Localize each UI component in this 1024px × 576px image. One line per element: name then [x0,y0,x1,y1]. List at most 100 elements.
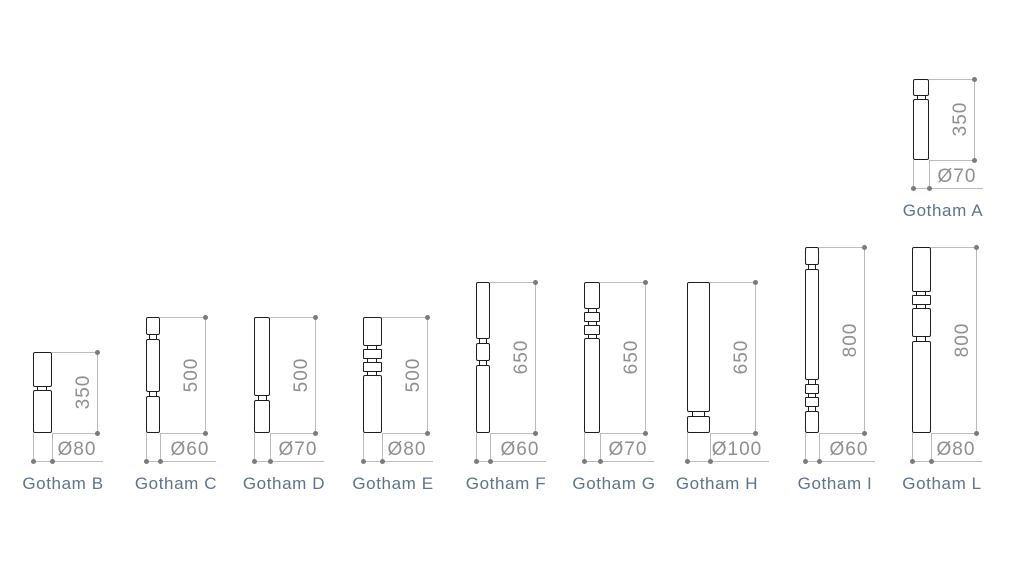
dimension-dot [910,459,915,464]
dimension-dot [532,279,538,285]
dimension-dot [972,76,978,82]
height-dimension-line [426,316,428,433]
column-segment-neck [808,393,816,397]
height-dimension-value: 500 [180,357,202,393]
dimension-dot [379,459,385,464]
height-dimension-line [645,281,647,433]
dimension-dot [49,459,55,464]
height-dimension-line [204,316,206,433]
diameter-dimension-value: Ø70 [278,439,318,460]
column-segment-block [913,98,930,160]
witness-line-right [381,433,383,461]
column-segment-block [687,281,711,412]
witness-line-left [912,433,913,461]
witness-line-left [805,433,806,461]
dimension-dot [973,245,979,250]
column-segment-neck [479,361,487,366]
diameter-dimension-line [363,461,433,462]
column-segment-block [805,268,819,380]
witness-line-bottom [929,160,975,161]
diameter-dimension-value: Ø80 [57,439,97,460]
column-segment-neck [916,305,927,308]
witness-line-bottom [489,433,535,434]
column-segment-block [146,339,160,392]
height-dimension-value: 500 [291,357,313,393]
height-dimension-line [975,247,977,433]
column-segment-disc [363,348,382,359]
diameter-dimension-line [476,461,546,462]
diameter-dimension-value: Ø70 [937,166,977,187]
dimension-dot [861,431,867,436]
column-segment-neck [692,411,705,416]
figure-label: Gotham F [465,474,547,493]
witness-line-right [930,433,932,461]
column-segment-block [912,340,931,433]
witness-line-bottom [270,433,316,434]
dimension-dot [252,459,257,464]
column-segment-block [805,247,819,266]
dimension-dot [202,431,208,436]
dimension-dot [31,459,36,464]
dimension-dot [753,431,759,436]
column-segment-block [363,374,382,433]
column-segment-neck [808,379,816,384]
witness-line-left [146,433,147,461]
diameter-dimension-line [687,461,769,462]
height-dimension-value: 650 [731,340,753,375]
column-segment-disc [584,325,601,336]
witness-line-bottom [51,433,97,434]
dimension-dot [685,459,690,464]
diameter-dimension-line [584,461,654,462]
column-segment-neck [916,337,927,341]
dimension-dot [753,279,759,285]
column-segment-block [146,395,160,433]
witness-line-left [33,433,34,461]
height-dimension-line [755,281,757,433]
witness-line-right [600,433,602,461]
witness-line-left [913,160,914,188]
column-segment-block [476,281,490,340]
diameter-dimension-line [805,461,875,462]
height-dimension-value: 500 [402,357,424,393]
dimension-dot [94,349,100,355]
figure-label: Gotham C [134,474,218,493]
height-dimension-line [974,78,976,160]
figure-label: Gotham I [797,474,873,493]
figure-label: Gotham G [572,474,656,493]
column-segment-block [912,308,931,338]
height-dimension-line [315,316,317,433]
witness-line-top [381,316,427,318]
height-dimension-line [96,351,98,433]
witness-line-right [51,433,53,461]
diameter-dimension-line [254,461,324,462]
dimension-dot [487,459,493,464]
diameter-dimension-line [913,188,983,189]
dimension-dot [816,459,822,464]
dimension-dot [474,459,479,464]
column-segment-neck [37,386,48,390]
witness-line-top [929,78,975,80]
witness-line-left [476,433,477,461]
column-segment-block [254,316,271,396]
column-segment-neck [808,265,816,269]
column-segment-neck [367,358,378,362]
dimension-dot [973,431,979,436]
dimension-dot [598,459,604,464]
figure-label: Gotham B [22,474,104,493]
column-segment-neck [257,395,267,400]
witness-line-right [818,433,820,461]
figure-label: Gotham H [675,474,759,493]
witness-line-bottom [710,433,756,434]
dimension-dot [157,459,163,464]
witness-line-right [159,433,161,461]
witness-line-top [600,281,646,283]
diameter-dimension-value: Ø80 [387,439,427,460]
figure-label: Gotham L [902,474,982,493]
column-segment-block [912,247,931,292]
height-dimension-line [863,247,865,433]
column-segment-neck [808,406,816,411]
column-segment-block [584,338,601,433]
height-dimension-value: 800 [951,322,973,358]
witness-line-left [687,433,688,461]
column-segment-block [146,316,160,336]
